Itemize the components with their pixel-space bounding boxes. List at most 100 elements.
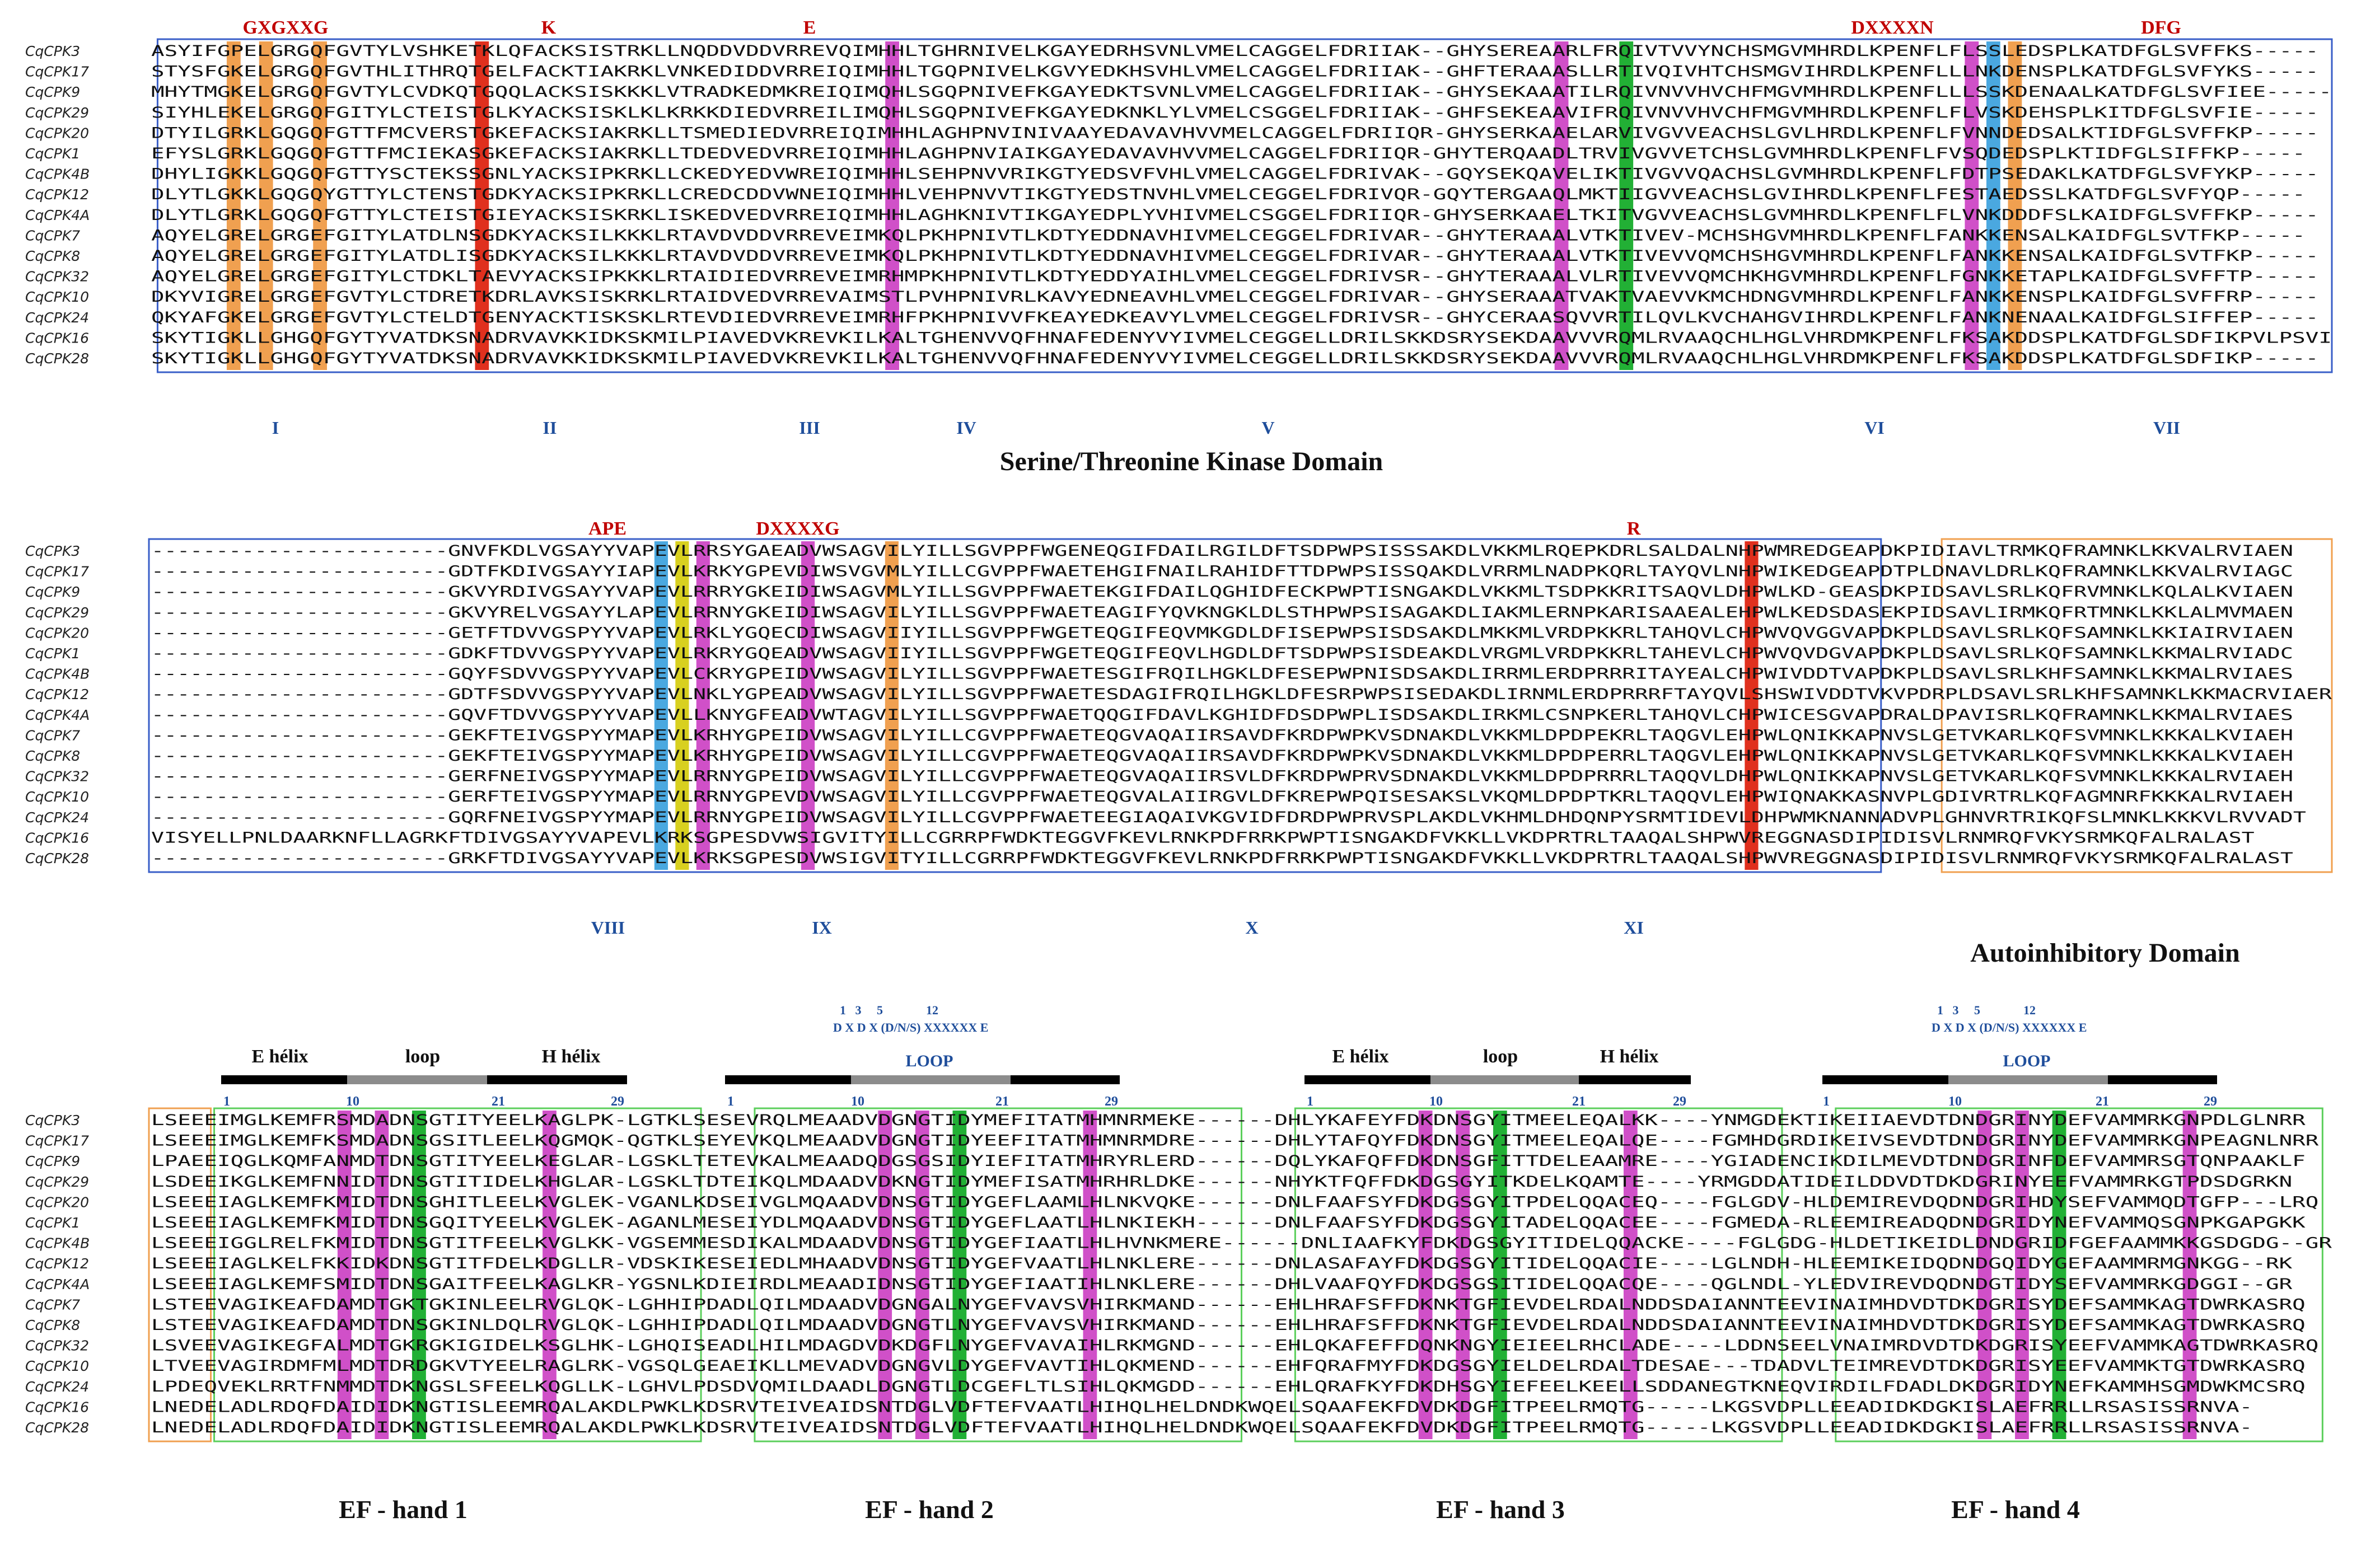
domain-box bbox=[1941, 538, 2333, 873]
species-name: CqCPK20 bbox=[25, 125, 89, 141]
position-21: 21 bbox=[995, 1094, 1009, 1109]
aligned-sequence: LSEEEIAGLKEMFKMIDTDNSGHITLEELKVGLEK-VGAN… bbox=[151, 1193, 2318, 1211]
species-name: CqCPK24 bbox=[25, 310, 89, 326]
aligned-sequence: AQYELGRELGRGEFGITYLCTDKLTAEVYACKSIPKKKLR… bbox=[151, 268, 2318, 285]
loop-bar bbox=[851, 1075, 1011, 1084]
ef-hand-1-header: E hélix loop H hélix 1 10 21 29 bbox=[221, 1046, 627, 1109]
label-layer: GXGXXG K E DXXXXN DFG I II III IV V VI V… bbox=[221, 17, 2240, 1524]
motif-column-highlight bbox=[696, 541, 710, 870]
species-name: CqCPK9 bbox=[25, 584, 80, 600]
motif-column-highlight bbox=[1623, 1111, 1638, 1439]
species-name: CqCPK8 bbox=[25, 748, 80, 764]
motif-column-highlight bbox=[801, 541, 815, 870]
motif-label-gxgxxg: GXGXXG bbox=[243, 17, 329, 38]
species-name: CqCPK4B bbox=[25, 1235, 90, 1252]
ef-hand-4-title: EF - hand 4 bbox=[1951, 1495, 2080, 1524]
aligned-sequence: -----------------------GKVYRELVGSAYYLAPE… bbox=[151, 604, 2293, 621]
species-name: CqCPK7 bbox=[25, 227, 80, 243]
e-helix-label: E hélix bbox=[1332, 1046, 1388, 1067]
species-name: CqCPK32 bbox=[25, 1338, 89, 1354]
subdomain-iv: IV bbox=[956, 418, 976, 438]
position-1: 1 bbox=[223, 1094, 230, 1109]
domain-box-layer bbox=[148, 38, 2333, 1442]
motif-column-highlight bbox=[2052, 1111, 2066, 1439]
aligned-sequence: LNEDELADLRDQFDAIDIDKNGTISLEEMRQALAKDLPWK… bbox=[151, 1419, 2252, 1436]
position-21: 21 bbox=[1572, 1094, 1586, 1109]
motif-column-highlight bbox=[2015, 1111, 2029, 1439]
aligned-sequence: LSTEEVAGIKEAFDAMDTDNSGKINLDQLRVGLQK-LGHH… bbox=[151, 1317, 2306, 1334]
motif-column-highlight bbox=[1986, 41, 2000, 370]
subdomain-viii: VIII bbox=[591, 917, 625, 938]
species-name: CqCPK12 bbox=[25, 186, 89, 203]
motif-column-highlight bbox=[1619, 41, 1634, 370]
subdomain-i: I bbox=[272, 418, 279, 438]
aligned-sequence: DLYTLGRKLGQGQFGTTYLCTEISTGIEYACKSISKRKLI… bbox=[151, 207, 2318, 224]
aligned-sequence: LSEEEIAGLKEMFSMIDTDNSGAITFEELKAGLKR-YGSN… bbox=[151, 1276, 2293, 1293]
position-1: 1 bbox=[727, 1094, 734, 1109]
position-10: 10 bbox=[851, 1094, 864, 1109]
motif-column-highlight bbox=[1493, 1111, 1507, 1439]
motif-column-highlight bbox=[885, 41, 899, 370]
aligned-sequence: LTVEEVAGIRDMFMLMDTDRDGKVTYEELRAGLRK-VGSQ… bbox=[151, 1357, 2306, 1375]
species-name: CqCPK10 bbox=[25, 789, 89, 805]
loop-title: LOOP bbox=[905, 1052, 953, 1070]
aligned-sequence: LSEEEIMGLKEMFKSMDADNSGSITLEELKQGMQK-QGTK… bbox=[151, 1132, 2319, 1150]
sequence-text-layer: CqCPK3 ASYIFGPELGRGQFGVTYLVSHKETKLQFACKSI… bbox=[25, 43, 2332, 1436]
aligned-sequence: QKYAFGKELGRGEFGVTYLCTELDTGENYACKTISKSKLR… bbox=[151, 309, 2318, 326]
position-10: 10 bbox=[346, 1094, 359, 1109]
aligned-sequence: DLYTLGKKLGQGQYGTTYLCTENSTGDKYACKSIPKRKLL… bbox=[151, 186, 2306, 203]
species-name: CqCPK16 bbox=[25, 1399, 89, 1415]
consensus-positions: 1 3 5 12 bbox=[840, 1003, 938, 1017]
motif-column-highlight bbox=[885, 541, 899, 870]
h-helix-label: H hélix bbox=[542, 1046, 601, 1067]
motif-column-highlight bbox=[313, 41, 328, 370]
motif-column-highlight bbox=[915, 1111, 929, 1439]
motif-label-dxxxxn: DXXXXN bbox=[1851, 17, 1934, 38]
consensus-motif: D X D X (D/N/S) XXXXXX E bbox=[1932, 1020, 2087, 1034]
species-name: CqCPK24 bbox=[25, 809, 89, 826]
e-helix-label: E hélix bbox=[251, 1046, 308, 1067]
ef-hand-2-header: 1 3 5 12 D X D X (D/N/S) XXXXXX E LOOP 1… bbox=[725, 1003, 1120, 1109]
ef-hand-1-title: EF - hand 1 bbox=[339, 1495, 467, 1524]
species-name: CqCPK29 bbox=[25, 105, 89, 121]
motif-column-highlight bbox=[675, 541, 689, 870]
species-name: CqCPK16 bbox=[25, 830, 89, 846]
aligned-sequence: -----------------------GERFTEIVGSPYYMAPE… bbox=[151, 788, 2293, 805]
aligned-sequence: DTYILGRKLGQGQFGTTFMCVERSTGKEFACKSIAKRKLL… bbox=[151, 124, 2318, 142]
ef-hand-4-header: 1 3 5 12 D X D X (D/N/S) XXXXXX E LOOP 1… bbox=[1822, 1003, 2217, 1109]
aligned-sequence: LSVEEVAGIKEGFALMDTGKRGKIGIDELKSGLHK-LGHQ… bbox=[151, 1337, 2318, 1355]
ef-hand-3-title: EF - hand 3 bbox=[1436, 1495, 1565, 1524]
motif-column-highlight bbox=[412, 1111, 426, 1439]
highlight-layer bbox=[226, 41, 2197, 1439]
species-name: CqCPK7 bbox=[25, 1296, 80, 1313]
motif-column-highlight bbox=[1965, 41, 1979, 370]
subdomain-x: X bbox=[1245, 917, 1258, 938]
aligned-sequence: LSEEEIAGLKELFKKIDKDNSGTITFDELKDGLLR-VDSK… bbox=[151, 1255, 2293, 1272]
subdomain-ix: IX bbox=[812, 917, 832, 938]
aligned-sequence: LSEEEIGGLRELFKMIDTDNSGTITFEELKVGLKK-VGSE… bbox=[151, 1235, 2332, 1252]
aligned-sequence: AQYELGRELGRGEFGITYLATDLISGDKYACKSILKKKLR… bbox=[151, 247, 2318, 265]
species-name: CqCPK9 bbox=[25, 84, 80, 100]
aligned-sequence: LSDEEIKGLKEMFNNIDTDNSGTITIDELKHGLAR-LGSK… bbox=[151, 1173, 2292, 1191]
aligned-sequence: SKYTIGKLLGHGQFGYTYVATDKSNADRVAVKKIDKSKMI… bbox=[151, 329, 2332, 346]
aligned-sequence: -----------------------GKVYRDIVGSAYYVAPE… bbox=[151, 583, 2293, 601]
consensus-motif: D X D X (D/N/S) XXXXXX E bbox=[833, 1020, 988, 1034]
motif-column-highlight bbox=[2008, 41, 2022, 370]
e-helix-bar bbox=[725, 1075, 851, 1084]
aligned-sequence: -----------------------GQVFTDVVGSPYYVAPE… bbox=[151, 706, 2293, 724]
aligned-sequence: SIYHLEKELGRGQFGITYLCTEISTGLKYACKSISKLKLK… bbox=[151, 104, 2318, 121]
loop-bar bbox=[1430, 1075, 1579, 1084]
aligned-sequence: DKYVIGRELGRGEFGVTYLCTDRETKDRLAVKSISKRKLR… bbox=[151, 288, 2318, 306]
species-name: CqCPK8 bbox=[25, 248, 80, 264]
species-name: CqCPK4A bbox=[25, 1276, 90, 1292]
species-name: CqCPK17 bbox=[25, 64, 89, 80]
h-helix-bar bbox=[1579, 1075, 1691, 1084]
loop-bar bbox=[1948, 1075, 2108, 1084]
aligned-sequence: -----------------------GEKFTEIVGSPYYMAPE… bbox=[151, 727, 2293, 744]
domain-box bbox=[1294, 1107, 1783, 1442]
e-helix-bar bbox=[221, 1075, 347, 1084]
species-name: CqCPK28 bbox=[25, 850, 89, 866]
subdomain-xi: XI bbox=[1624, 917, 1644, 938]
ef-hand-2-title: EF - hand 2 bbox=[865, 1495, 994, 1524]
